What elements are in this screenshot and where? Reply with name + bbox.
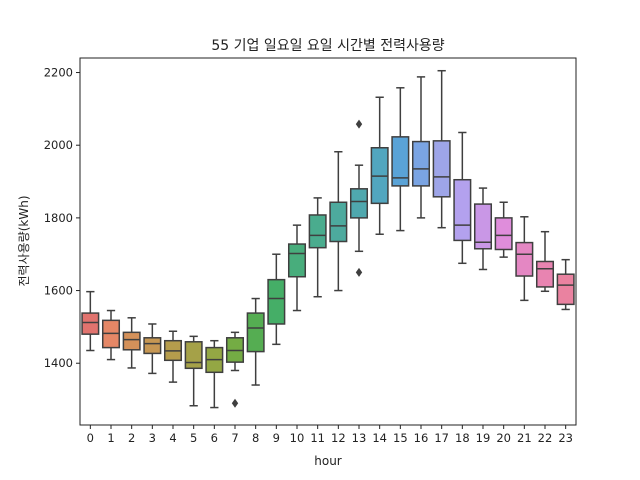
box-18 <box>453 131 472 265</box>
x-tick-label: 11 <box>310 431 325 445</box>
x-tick-label: 9 <box>273 431 280 445</box>
box-19 <box>473 187 493 271</box>
box-iqr <box>329 201 348 243</box>
box-iqr <box>411 140 431 187</box>
outlier-point <box>355 267 363 277</box>
box-iqr <box>494 217 513 251</box>
box-iqr <box>246 312 265 353</box>
box-iqr <box>556 273 575 306</box>
box-iqr <box>267 278 286 325</box>
x-tick-label: 4 <box>169 431 176 445</box>
x-tick-label: 6 <box>211 431 218 445</box>
x-tick-label: 23 <box>558 431 573 445</box>
x-axis: 0 1 2 3 4 5 6 7 8 9 10 11 12 13 14 15 16 17 18 19 20 21 22 23 <box>87 425 573 445</box>
box-8 <box>246 297 265 386</box>
y-axis-title: 전력사용량(kWh) <box>17 196 31 287</box>
box-3 <box>143 323 162 375</box>
box-22 <box>535 230 555 293</box>
x-tick-label: 7 <box>231 431 238 445</box>
y-axis: 1400 1600 1800 2000 2200 <box>44 66 80 370</box>
x-tick-label: 3 <box>149 431 156 445</box>
box-iqr <box>287 243 307 278</box>
y-tick-label: 2200 <box>44 66 73 80</box>
box-15 <box>391 87 410 232</box>
box-0 <box>81 290 100 352</box>
x-tick-label: 15 <box>393 431 408 445</box>
y-tick-label: 1800 <box>44 211 73 225</box>
box-iqr <box>349 188 369 219</box>
box-iqr <box>143 337 162 355</box>
x-tick-label: 10 <box>290 431 305 445</box>
box-iqr <box>535 260 555 288</box>
box-iqr <box>184 341 203 370</box>
box-iqr <box>391 136 410 187</box>
x-tick-label: 5 <box>190 431 197 445</box>
box-iqr <box>432 140 451 198</box>
y-tick-label: 1600 <box>44 284 73 298</box>
plot-frame <box>79 57 577 426</box>
box-20 <box>494 201 513 258</box>
x-axis-title: hour <box>314 454 342 468</box>
box-1 <box>101 309 121 361</box>
box-9 <box>267 253 286 346</box>
y-tick-label: 1400 <box>44 356 73 370</box>
x-tick-label: 22 <box>538 431 553 445</box>
x-tick-label: 2 <box>128 431 135 445</box>
x-tick-label: 13 <box>352 431 367 445</box>
box-iqr <box>473 203 493 250</box>
x-tick-label: 8 <box>252 431 259 445</box>
outlier-point <box>355 119 363 129</box>
box-series <box>81 69 575 409</box>
box-4 <box>163 330 183 383</box>
box-10 <box>287 224 307 312</box>
box-iqr <box>308 214 327 249</box>
outlier-point <box>231 398 239 408</box>
box-6 <box>205 339 224 409</box>
box-2 <box>122 317 141 369</box>
x-tick-label: 16 <box>414 431 429 445</box>
box-21 <box>515 216 534 302</box>
x-tick-label: 1 <box>107 431 114 445</box>
box-17 <box>432 69 451 229</box>
box-14 <box>370 96 389 235</box>
x-tick-label: 19 <box>476 431 491 445</box>
x-tick-label: 0 <box>87 431 94 445</box>
x-tick-label: 17 <box>434 431 449 445</box>
x-tick-label: 12 <box>331 431 346 445</box>
box-iqr <box>122 331 141 351</box>
y-tick-label: 2000 <box>44 138 73 152</box>
box-iqr <box>81 312 100 335</box>
box-16 <box>411 76 431 219</box>
box-23 <box>556 258 575 311</box>
box-12 <box>329 150 348 292</box>
box-iqr <box>453 178 472 242</box>
box-5 <box>184 335 203 407</box>
box-13 <box>349 119 369 277</box>
x-tick-label: 20 <box>496 431 511 445</box>
x-tick-label: 21 <box>517 431 532 445</box>
box-7 <box>225 331 245 408</box>
chart-title: 55 기업 일요일 요일 시간별 전력사용량 <box>211 38 444 54</box>
x-tick-label: 18 <box>455 431 470 445</box>
box-iqr <box>515 241 534 277</box>
x-tick-label: 14 <box>372 431 387 445</box>
box-11 <box>308 197 327 298</box>
